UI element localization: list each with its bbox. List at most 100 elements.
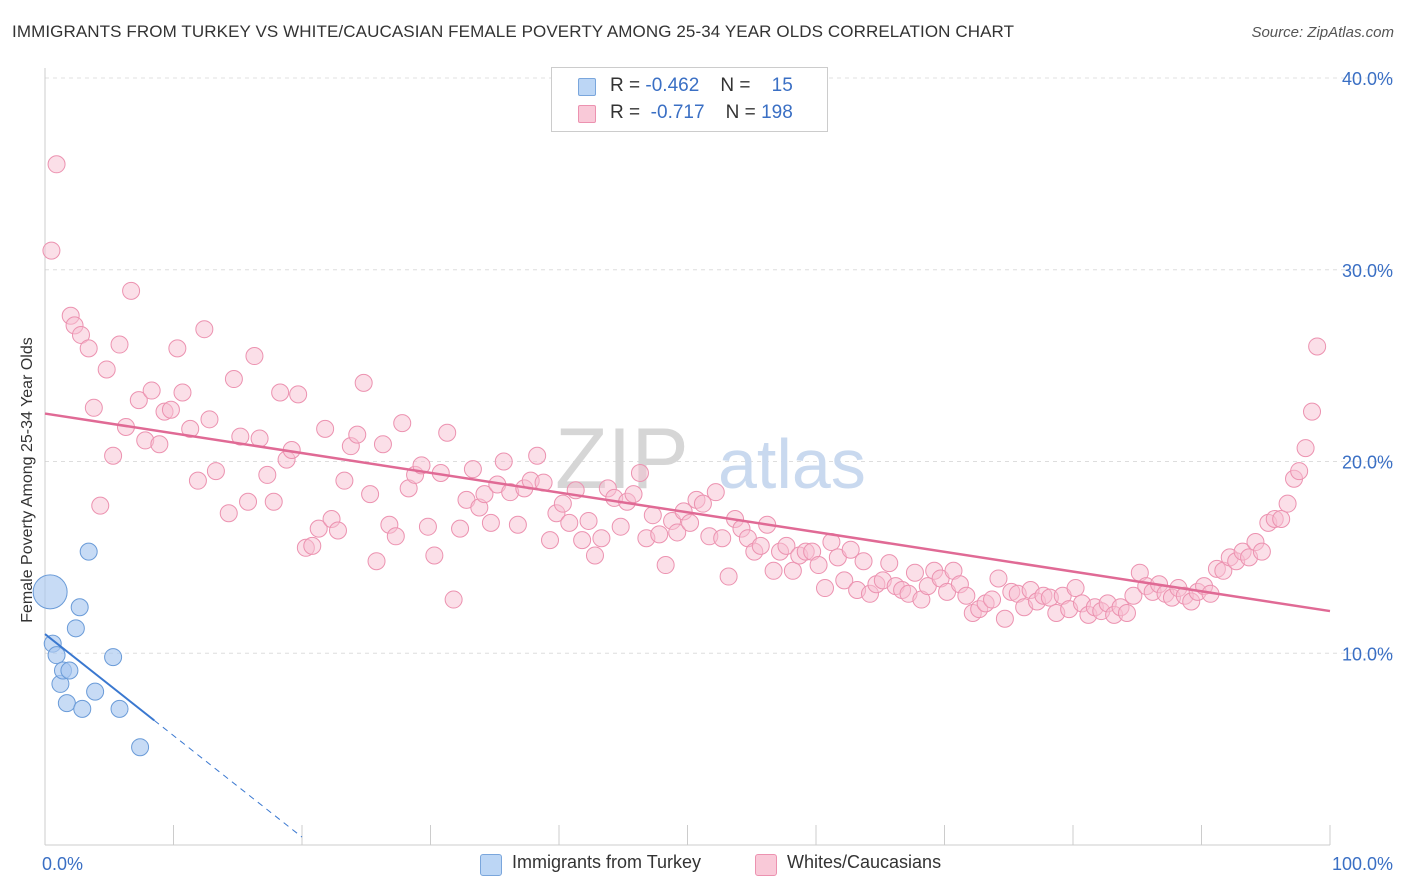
trendline-turkey-extension bbox=[153, 719, 303, 838]
watermark-atlas: atlas bbox=[718, 425, 866, 503]
point-whites bbox=[161, 400, 180, 419]
point-whites bbox=[173, 383, 192, 402]
point-whites bbox=[585, 546, 604, 565]
legend-r-value: -0.462 bbox=[645, 75, 700, 96]
point-whites bbox=[989, 569, 1008, 588]
point-whites bbox=[1272, 510, 1291, 529]
point-whites bbox=[393, 414, 412, 433]
point-whites bbox=[245, 347, 264, 366]
point-whites bbox=[438, 423, 457, 442]
point-turkey bbox=[70, 598, 89, 617]
point-whites bbox=[303, 536, 322, 555]
point-whites bbox=[880, 554, 899, 573]
point-whites bbox=[573, 531, 592, 550]
point-whites bbox=[425, 546, 444, 565]
point-whites bbox=[783, 561, 802, 580]
point-whites bbox=[592, 529, 611, 548]
point-whites bbox=[361, 485, 380, 504]
point-whites bbox=[579, 511, 598, 530]
point-whites bbox=[1066, 579, 1085, 598]
point-whites bbox=[1308, 337, 1327, 356]
point-whites bbox=[777, 536, 796, 555]
point-whites bbox=[995, 609, 1014, 628]
point-whites bbox=[815, 579, 834, 598]
trendline-turkey bbox=[44, 633, 155, 722]
point-whites bbox=[258, 465, 277, 484]
bottom-legend-label-turkey: Immigrants from Turkey bbox=[512, 852, 702, 872]
point-whites bbox=[508, 515, 527, 534]
x-tick-label: 0.0% bbox=[42, 854, 83, 874]
point-turkey bbox=[32, 574, 68, 610]
point-whites bbox=[79, 339, 98, 358]
point-whites bbox=[418, 517, 437, 536]
point-whites bbox=[764, 561, 783, 580]
y-axis-label: Female Poverty Among 25-34 Year Olds bbox=[19, 337, 36, 623]
point-whites bbox=[91, 496, 110, 515]
point-whites bbox=[335, 471, 354, 490]
point-whites bbox=[854, 552, 873, 571]
point-whites bbox=[200, 410, 219, 429]
point-whites bbox=[168, 339, 187, 358]
point-whites bbox=[224, 370, 243, 389]
point-whites bbox=[494, 452, 513, 471]
legend-n-label: N = bbox=[720, 75, 751, 96]
point-whites bbox=[1252, 542, 1271, 561]
x-tick-label: 100.0% bbox=[1332, 854, 1393, 874]
point-whites bbox=[481, 513, 500, 532]
point-whites bbox=[386, 527, 405, 546]
point-whites bbox=[367, 552, 386, 571]
point-whites bbox=[1124, 586, 1143, 605]
bottom-legend-swatch-turkey bbox=[480, 854, 502, 876]
legend-swatch-turkey bbox=[578, 78, 596, 96]
point-whites bbox=[195, 320, 214, 339]
point-whites bbox=[97, 360, 116, 379]
point-whites bbox=[719, 567, 738, 586]
y-tick-label: 30.0% bbox=[1342, 261, 1393, 281]
point-turkey bbox=[47, 646, 66, 665]
legend-swatch-whites bbox=[578, 105, 596, 123]
point-whites bbox=[373, 435, 392, 454]
point-whites bbox=[354, 373, 373, 392]
bottom-legend-label-whites: Whites/Caucasians bbox=[787, 852, 942, 872]
point-turkey bbox=[104, 648, 123, 667]
point-whites bbox=[1278, 494, 1297, 513]
trendline-whites bbox=[44, 412, 1331, 613]
point-whites bbox=[983, 590, 1002, 609]
point-turkey bbox=[60, 661, 79, 680]
point-whites bbox=[316, 419, 335, 438]
point-whites bbox=[751, 536, 770, 555]
point-whites bbox=[560, 513, 579, 532]
y-tick-label: 20.0% bbox=[1342, 453, 1393, 473]
point-whites bbox=[289, 385, 308, 404]
point-whites bbox=[188, 471, 207, 490]
y-tick-label: 40.0% bbox=[1342, 69, 1393, 89]
point-whites bbox=[630, 464, 649, 483]
legend-r-label: R = bbox=[610, 102, 641, 123]
y-axis-label-wrap: Female Poverty Among 25-34 Year Olds bbox=[13, 290, 43, 670]
legend-n-value: 15 bbox=[771, 75, 793, 96]
point-whites bbox=[451, 519, 470, 538]
point-whites bbox=[1117, 603, 1136, 622]
point-whites bbox=[643, 506, 662, 525]
point-whites bbox=[110, 335, 129, 354]
point-whites bbox=[239, 492, 258, 511]
point-whites bbox=[328, 521, 347, 540]
point-whites bbox=[150, 435, 169, 454]
point-whites bbox=[957, 586, 976, 605]
point-whites bbox=[47, 155, 66, 174]
point-whites bbox=[1296, 439, 1315, 458]
point-whites bbox=[713, 529, 732, 548]
point-whites bbox=[71, 325, 90, 344]
point-whites bbox=[809, 556, 828, 575]
point-whites bbox=[611, 517, 630, 536]
point-whites bbox=[84, 398, 103, 417]
y-tick-label: 10.0% bbox=[1342, 644, 1393, 664]
point-whites bbox=[231, 427, 250, 446]
chart-title: IMMIGRANTS FROM TURKEY VS WHITE/CAUCASIA… bbox=[12, 22, 1015, 41]
point-turkey bbox=[110, 699, 129, 718]
point-whites bbox=[219, 504, 238, 523]
point-whites bbox=[706, 483, 725, 502]
point-whites bbox=[463, 460, 482, 479]
legend-r-label: R = bbox=[610, 75, 641, 96]
